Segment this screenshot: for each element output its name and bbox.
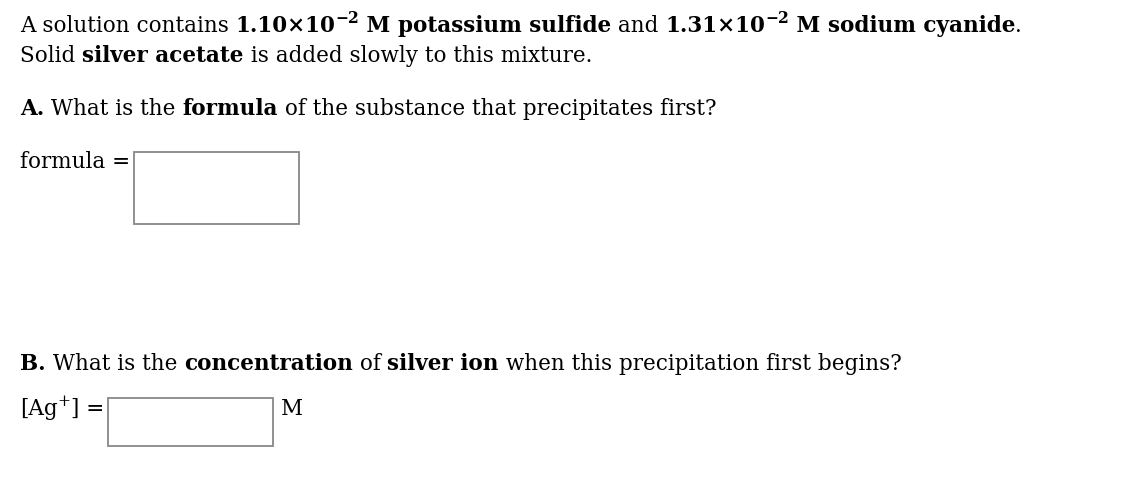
Text: of the substance that precipitates first?: of the substance that precipitates first… xyxy=(278,98,716,120)
Text: What is the: What is the xyxy=(44,98,183,120)
Text: M: M xyxy=(359,15,398,37)
Text: B.: B. xyxy=(20,353,45,375)
Text: and: and xyxy=(611,15,666,37)
Text: is added slowly to this mixture.: is added slowly to this mixture. xyxy=(243,45,592,67)
Text: potassium sulfide: potassium sulfide xyxy=(398,15,611,37)
Text: What is the: What is the xyxy=(45,353,184,375)
Text: −2: −2 xyxy=(765,11,789,27)
Text: concentration: concentration xyxy=(184,353,353,375)
Bar xyxy=(108,398,273,446)
Text: −2: −2 xyxy=(336,11,359,27)
Text: silver acetate: silver acetate xyxy=(82,45,243,67)
Text: when this precipitation first begins?: when this precipitation first begins? xyxy=(498,353,902,375)
Text: ] =: ] = xyxy=(71,398,104,420)
Text: formula =: formula = xyxy=(20,151,130,173)
Text: 1.31×10: 1.31×10 xyxy=(666,15,765,37)
Text: 1.10×10: 1.10×10 xyxy=(236,15,336,37)
Text: silver ion: silver ion xyxy=(388,353,498,375)
Bar xyxy=(134,152,299,224)
Text: A.: A. xyxy=(20,98,44,120)
Text: A solution contains: A solution contains xyxy=(20,15,236,37)
Text: M: M xyxy=(281,398,303,420)
Text: sodium cyanide: sodium cyanide xyxy=(828,15,1015,37)
Text: of: of xyxy=(353,353,388,375)
Text: +: + xyxy=(58,394,71,410)
Text: .: . xyxy=(1015,15,1022,37)
Text: M: M xyxy=(789,15,828,37)
Text: [Ag: [Ag xyxy=(20,398,58,420)
Text: Solid: Solid xyxy=(20,45,82,67)
Text: formula: formula xyxy=(183,98,278,120)
